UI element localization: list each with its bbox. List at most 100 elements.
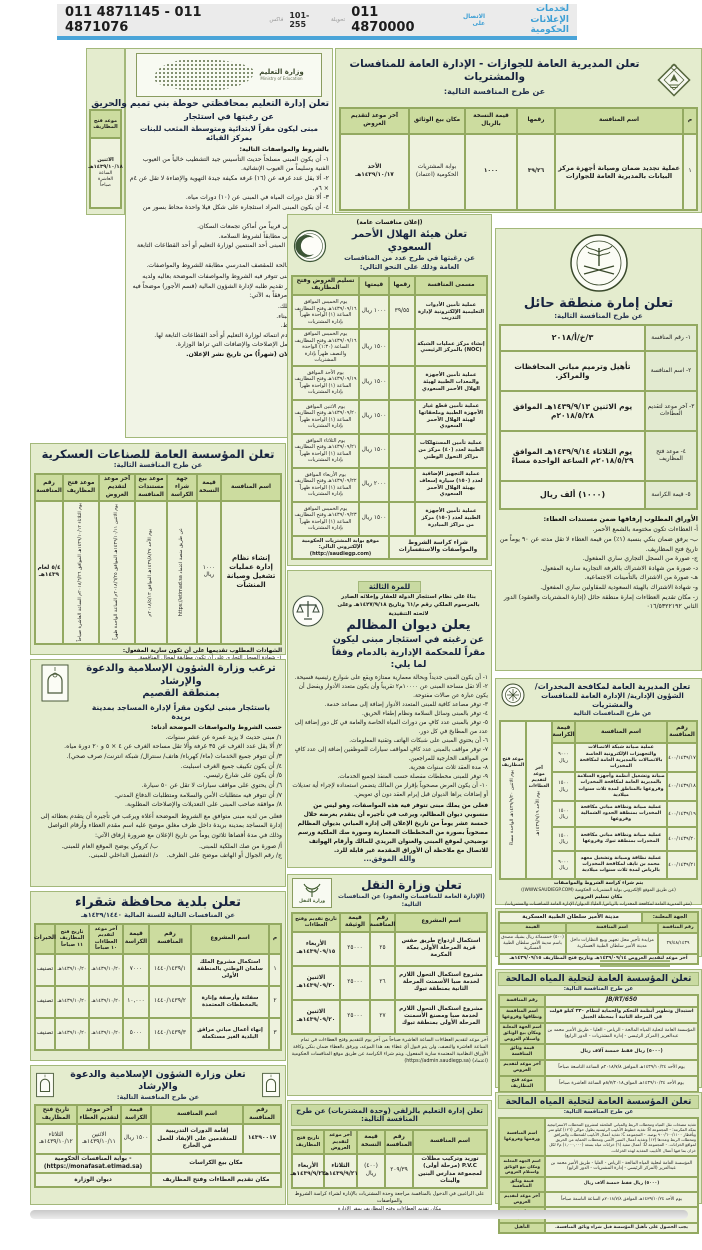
col-header: تاريخ فتح المظاريف xyxy=(292,1130,324,1154)
row-value: يوم الأحد ١٤٣٩/١٠/٢٤هـ الموافق ٢٠١٨/٧/٨م… xyxy=(545,1191,698,1208)
col-header-sale: موعد بيع مستندات المنافسة xyxy=(135,474,167,502)
merged-open-cell: موعد فتح المظاريف يوم الاثنين ١٤٣٩/٩/٢٠ه… xyxy=(500,721,526,880)
table-row: إنشاء مركز عمليات الشبكة (NOC) بالمركز ا… xyxy=(292,329,487,366)
qassim-docs-row-2: ج/ رقم الجوال أو الهاتف موضح على الظرف. … xyxy=(34,851,282,861)
education-logo-ar: وزارة التعليم xyxy=(259,67,304,76)
list-item: د- صورة من شهادة الاشتراك بالغرفة التجار… xyxy=(540,564,698,572)
qassim-subtitle: باستئجار مبنى ليكون مقراً لإدارة المساجد… xyxy=(91,702,271,721)
cell-name: عملية تجديد ضمان وصيانة أجهزة مركز البيا… xyxy=(555,134,683,210)
zulfi-table: اسم المنافسة رقم المنافسة قيمة النسخة آخ… xyxy=(290,1129,488,1189)
col-header-open: موعد فتح المظاريف xyxy=(63,474,99,502)
cell-name: عملية تأمين المستهلكات الطبية لعدد (٤٠) … xyxy=(415,433,487,468)
desal2-title: تعلن المؤسسة العامة لتحلية المياه المالح… xyxy=(498,1095,699,1109)
list-item: ز- مكان تقديم العطاءات إمارة منطقة حائل … xyxy=(503,593,698,611)
col-header: اسم المنافسة xyxy=(151,1105,243,1125)
cell: الثلاثاء ١٤٣٩/١٠/١٢هـ xyxy=(35,1124,77,1155)
col-header: قيمة الكراسة xyxy=(552,721,575,744)
crescent-title: تعلن هيئة الهلال الأحمر السعودي xyxy=(351,229,468,253)
education-logo-en: Ministry of Education xyxy=(260,75,303,81)
sale-row: مكان بيع الكراسات - بوابة المنافسات الحك… xyxy=(35,1154,281,1174)
ext-number: 101-255 xyxy=(289,11,310,29)
cell: الثلاثاء ١٤٣٩/٩/٢١هـ xyxy=(323,1153,358,1188)
cell: ٢٥٠٠٠ xyxy=(340,931,370,966)
transport-ministry-logo: وزارة النقل xyxy=(292,878,332,908)
hail-emirate-announcement: تعلن إمارة منطقة حائل عن طرح المنافسة ال… xyxy=(495,228,702,671)
doc-item: ب/ كروكي يوضح الموقع العام للمبنى. xyxy=(61,842,158,850)
table-row: عملية تأمين الأجهزة والمعدات الطبية لهيئ… xyxy=(292,365,487,400)
cell: ٤٠٠/١٤٣٩/١٧ xyxy=(667,743,697,773)
cell: الاثنين ١٤٣٩/٠٩/٢٠هـ xyxy=(292,999,340,1034)
row-value: يوم الأحد ١٤٣٩/١٠/٢٤هـ الموافق ٢٠١٨/٧/٨م… xyxy=(545,1060,698,1077)
education-logo-wordmark: وزارة التعليم Ministry of Education xyxy=(259,67,304,81)
islamic-tender-table: رقم المنافسة اسم المنافسة قيمة الكراسة آ… xyxy=(34,1104,282,1189)
passports-subtitle: عن طرح المنافسة التالية: xyxy=(443,87,546,97)
cell: الأربعاء ١٤٣٩/٩/٢٢هـ xyxy=(290,1153,326,1188)
cell-ref xyxy=(389,433,415,468)
table-row: تغذية مضخات نقل المياه ومحطات الربط والم… xyxy=(499,1118,698,1157)
list-item: ٤/ أن يكون تكييف جميع الغرف اسبليت. xyxy=(180,762,282,770)
transport-table: اسم المشروع رقم المنافسة قيمة الوثيقة تا… xyxy=(291,911,488,1035)
drug-header: تعلن المديرية العامة لمكافحة المخدرات/ ا… xyxy=(499,682,698,717)
table-row: يوم الأحد ١٤٣٩/١٠/٢٤هـ المواف٨/٧/٢٠١٨م ا… xyxy=(499,1076,698,1093)
transport-subtitle: (الإدارة العامة للمنافسات والعقود) عن ال… xyxy=(337,893,486,908)
cell-date: يوم الأحد الموافق ١٤٣٩/٠٩/١٩هـ وفتح المظ… xyxy=(292,365,359,400)
open-day: الاثنين xyxy=(97,157,114,164)
col-header: رقم المنافسة xyxy=(243,1105,281,1125)
passports-table-header-row: م اسم المنافسة رقمها قيمة النسخة بالريال… xyxy=(340,108,697,134)
list-item: ٦/ أن يحتوي على مواقف سيارات لا تقل عن ٥… xyxy=(141,781,282,789)
row-label: قيمة وثائق المنافسة xyxy=(499,1044,545,1061)
fax-numbers: 011 4871145 - 011 4871076 xyxy=(65,5,202,35)
list-item: ٦- أن يحتوي المبنى على شبكات الهاتف وتقن… xyxy=(349,737,488,744)
shaqra-subtitle: عن المنافسات التالية للسنة المالية ١٤٣٩/… xyxy=(80,911,236,920)
merged-deadline-cell: آخر موعد لتقديم العطاءات يوم الأحد ١٤٣٩/… xyxy=(526,721,552,880)
drug-footer-2: (عن طريق الموقع الإلكتروني بوابة المشتري… xyxy=(521,887,676,893)
transport-ministry-announcement: وزارة النقل تعلن وزارة النقل (الإدارة ال… xyxy=(287,874,492,1096)
col-header: اسم المنافسة xyxy=(566,923,658,933)
cell-place: بوابة المشتريات الحكومية (اعتماد) xyxy=(409,134,465,210)
hail-papers-list: أ- العطاءات تكون مختومة بالشمع الأحمر. ب… xyxy=(499,525,698,611)
mazalim-intro: بناءً على نظام استئجار الدولة للعقار وإخ… xyxy=(337,594,480,617)
col-header-ref: رقمها xyxy=(517,108,555,134)
hail-subtitle: عن طرح المنافسة التالية: xyxy=(554,312,643,321)
table-row: (٥٠٠٠) ريال فقط خمسة آلاف ريال قيمة وثائ… xyxy=(499,1176,698,1192)
cell: ٩٠٠٠ ريال xyxy=(552,851,575,880)
list-item: ٧/ أن تتوفر فيه متطلبات الأمن والسلامة و… xyxy=(114,791,282,799)
cell: ٤٠٠/١٤٣٩/٢٠ xyxy=(667,827,697,852)
call-label: الاتصال على xyxy=(462,13,486,27)
red-crescent-announcement: (إعلان منافسات عامة) تعلن هيئة الهلال ال… xyxy=(287,214,492,566)
col-header-name: مسمى المنافسة xyxy=(415,275,487,296)
qassim-lead: حسب الشروط والمواصفات الموضحة أدناه: xyxy=(151,724,282,732)
col-header: آخر موعد لتقديم العطاءات xyxy=(528,765,550,789)
shaqra-title: تعلن بلدية محافظة شقراء xyxy=(75,895,241,910)
table-row: عملية التجهيز الإضافية لعدد (١٥٠) سيارة … xyxy=(292,467,487,502)
drug-control-emblem-icon xyxy=(501,683,525,707)
crescent-subtitle-2: العامة وذلك على النحو التالي: xyxy=(359,263,460,272)
sale-value: - بوابة المنافسات الحكومية (https://mona… xyxy=(35,1154,151,1174)
mosque-logo-icon xyxy=(38,663,72,703)
table-row: عملية تأمين المستهلكات الطبية لعدد (٤٠) … xyxy=(292,433,487,468)
cell-num: ١ xyxy=(683,134,697,210)
table-row: عملية تأمين الأجهزة الطبية لعدد (١٥٠) مر… xyxy=(292,501,487,536)
cell-buy-text: عن طريق منصة اعتماد https://etimad.sa xyxy=(179,528,185,617)
row-value: يوم الأحد ١٤٣٩/١٠/٢٤هـ المواف٨/٧/٢٠١٨م ا… xyxy=(545,1076,698,1093)
table-row: استكمال ازدواج طريق حفس قرية المرحلة الأ… xyxy=(292,931,487,966)
cell: عملية صيانة ونظافة مباني مكافحة المخدرات… xyxy=(575,801,667,828)
cell: ٢٦ xyxy=(370,965,395,1000)
ministry-of-education-logo: وزارة التعليم Ministry of Education xyxy=(136,53,322,97)
desal2-subtitle: عن طرح المنافسة التالية: xyxy=(563,1109,634,1115)
cell-price: ١٠٠٠ ريال xyxy=(197,501,221,644)
cell: الاثنين ١٤٣٩/١٠/١١هـ xyxy=(77,1124,121,1155)
col-header: اسم المنافسة xyxy=(575,721,667,744)
col-header-num: م xyxy=(683,108,697,134)
cell-price: ١٥٠٠ ريال xyxy=(359,501,389,536)
table-row: ١٤٣٩٠٠١٧ إقامة الدورات التدريبية للمتقدم… xyxy=(35,1124,281,1155)
row-value: يوم الثلاثاء ١٤٣٩/٩/١٤هـ الموافق ٢٠١٨/٥/… xyxy=(500,431,645,482)
table-row: ٤٠٠/١٤٣٩/٢٠ عملية صيانة ونظافة مباني مكا… xyxy=(552,827,697,852)
mosque-logo-icon xyxy=(34,1072,56,1098)
crescent-header-row: مسمى المنافسة رقمها قيمتها تسليم العروض … xyxy=(292,275,487,296)
col-header-buy: جهة شراء الكراسة xyxy=(167,474,197,502)
shaqra-table: م اسم المشروع رقم المنافسة قيمة الكراسة … xyxy=(34,922,282,1051)
education-title-2: عن رغبتها في استئجار xyxy=(184,112,274,122)
cell: توريد وتركيب مظلات P.V.C (مرحلة أولى) لم… xyxy=(413,1153,487,1188)
deadline-day: الأحد xyxy=(367,164,382,171)
